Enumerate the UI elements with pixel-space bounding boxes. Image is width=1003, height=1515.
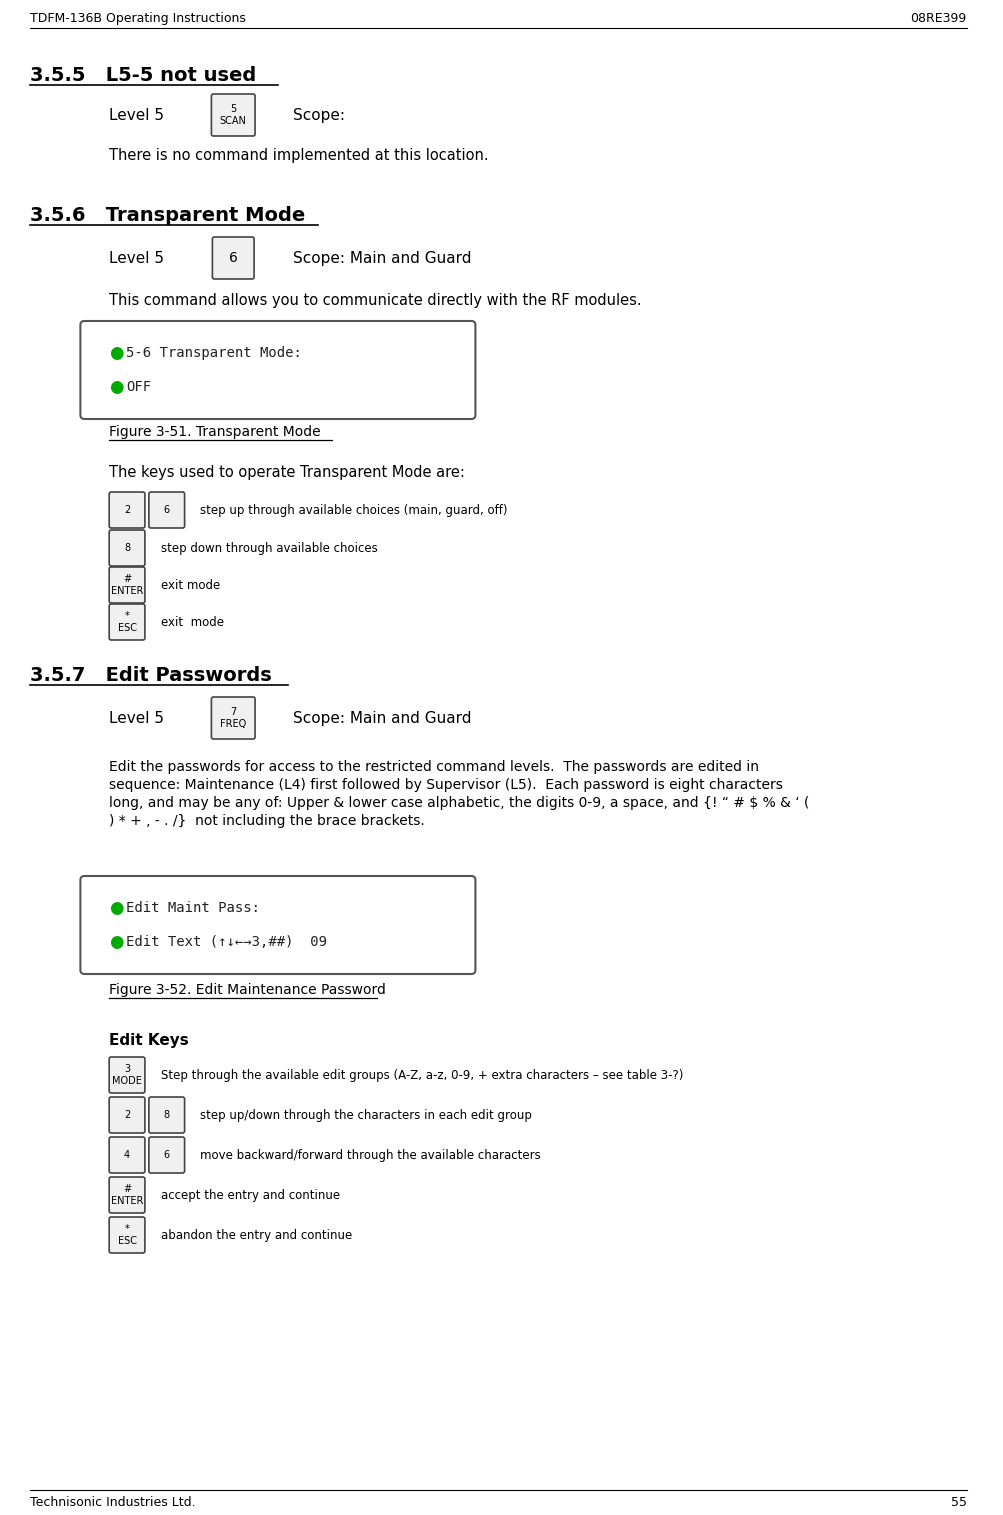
- FancyBboxPatch shape: [212, 94, 255, 136]
- Text: step down through available choices: step down through available choices: [160, 541, 377, 554]
- Text: The keys used to operate Transparent Mode are:: The keys used to operate Transparent Mod…: [109, 465, 464, 480]
- Text: abandon the entry and continue: abandon the entry and continue: [160, 1229, 352, 1241]
- Text: *
ESC: * ESC: [117, 1224, 136, 1245]
- Text: 6: 6: [229, 251, 238, 265]
- FancyBboxPatch shape: [109, 567, 144, 603]
- Text: move backward/forward through the available characters: move backward/forward through the availa…: [201, 1148, 541, 1162]
- Text: ) * + , - . /}  not including the brace brackets.: ) * + , - . /} not including the brace b…: [109, 814, 424, 829]
- Text: ●: ●: [109, 379, 123, 395]
- Text: ●: ●: [109, 344, 123, 362]
- Text: 08RE399: 08RE399: [910, 12, 966, 24]
- Text: long, and may be any of: Upper & lower case alphabetic, the digits 0-9, a space,: long, and may be any of: Upper & lower c…: [109, 795, 808, 811]
- FancyBboxPatch shape: [109, 1136, 144, 1173]
- Text: *
ESC: * ESC: [117, 611, 136, 633]
- Text: Level 5: Level 5: [109, 108, 164, 123]
- Text: Figure 3-52. Edit Maintenance Password: Figure 3-52. Edit Maintenance Password: [109, 983, 386, 997]
- FancyBboxPatch shape: [80, 876, 475, 974]
- FancyBboxPatch shape: [213, 236, 254, 279]
- Text: Edit Keys: Edit Keys: [109, 1033, 189, 1047]
- FancyBboxPatch shape: [212, 697, 255, 739]
- Text: exit  mode: exit mode: [160, 615, 224, 629]
- FancyBboxPatch shape: [109, 604, 144, 639]
- FancyBboxPatch shape: [109, 1057, 144, 1092]
- Text: There is no command implemented at this location.: There is no command implemented at this …: [109, 147, 488, 162]
- Text: 3
MODE: 3 MODE: [112, 1064, 141, 1086]
- Text: Edit Text (↑↓←→3,##)  09: Edit Text (↑↓←→3,##) 09: [126, 935, 327, 948]
- Text: This command allows you to communicate directly with the RF modules.: This command allows you to communicate d…: [109, 292, 641, 308]
- Text: Scope: Main and Guard: Scope: Main and Guard: [293, 711, 470, 726]
- Text: Figure 3-51. Transparent Mode: Figure 3-51. Transparent Mode: [109, 426, 321, 439]
- FancyBboxPatch shape: [109, 1217, 144, 1253]
- Text: TDFM-136B Operating Instructions: TDFM-136B Operating Instructions: [30, 12, 246, 24]
- FancyBboxPatch shape: [109, 530, 144, 567]
- Text: #
ENTER: # ENTER: [110, 1185, 143, 1206]
- FancyBboxPatch shape: [109, 1097, 144, 1133]
- Text: step up/down through the characters in each edit group: step up/down through the characters in e…: [201, 1109, 532, 1121]
- Text: ●: ●: [109, 933, 123, 951]
- Text: 6: 6: [163, 504, 170, 515]
- Text: Edit the passwords for access to the restricted command levels.  The passwords a: Edit the passwords for access to the res…: [109, 761, 758, 774]
- Text: 5-6 Transparent Mode:: 5-6 Transparent Mode:: [126, 345, 302, 361]
- FancyBboxPatch shape: [148, 1097, 185, 1133]
- Text: 3.5.6   Transparent Mode: 3.5.6 Transparent Mode: [30, 206, 305, 224]
- Text: Level 5: Level 5: [109, 250, 164, 265]
- FancyBboxPatch shape: [148, 492, 185, 529]
- Text: 4: 4: [123, 1150, 130, 1160]
- FancyBboxPatch shape: [109, 1177, 144, 1214]
- Text: exit mode: exit mode: [160, 579, 220, 591]
- FancyBboxPatch shape: [109, 492, 144, 529]
- Text: 2: 2: [123, 1110, 130, 1120]
- Text: Technisonic Industries Ltd.: Technisonic Industries Ltd.: [30, 1497, 196, 1509]
- Text: Scope:: Scope:: [293, 108, 344, 123]
- FancyBboxPatch shape: [80, 321, 475, 420]
- Text: 8: 8: [163, 1110, 170, 1120]
- FancyBboxPatch shape: [148, 1136, 185, 1173]
- Text: ●: ●: [109, 898, 123, 917]
- Text: Edit Maint Pass:: Edit Maint Pass:: [126, 901, 260, 915]
- Text: 2: 2: [123, 504, 130, 515]
- Text: #
ENTER: # ENTER: [110, 574, 143, 595]
- Text: sequence: Maintenance (L4) first followed by Supervisor (L5).  Each password is : sequence: Maintenance (L4) first followe…: [109, 779, 782, 792]
- Text: OFF: OFF: [126, 380, 151, 394]
- Text: 3.5.5   L5-5 not used: 3.5.5 L5-5 not used: [30, 65, 256, 85]
- Text: Scope: Main and Guard: Scope: Main and Guard: [293, 250, 470, 265]
- Text: 3.5.7   Edit Passwords: 3.5.7 Edit Passwords: [30, 665, 271, 685]
- Text: 6: 6: [163, 1150, 170, 1160]
- Text: Step through the available edit groups (A-Z, a-z, 0-9, + extra characters – see : Step through the available edit groups (…: [160, 1068, 682, 1082]
- Text: step up through available choices (main, guard, off): step up through available choices (main,…: [201, 503, 508, 517]
- Text: accept the entry and continue: accept the entry and continue: [160, 1188, 340, 1201]
- Text: Level 5: Level 5: [109, 711, 164, 726]
- Text: 7
FREQ: 7 FREQ: [220, 708, 246, 729]
- Text: 55: 55: [950, 1497, 966, 1509]
- Text: 5
SCAN: 5 SCAN: [220, 105, 247, 126]
- Text: 8: 8: [123, 542, 130, 553]
